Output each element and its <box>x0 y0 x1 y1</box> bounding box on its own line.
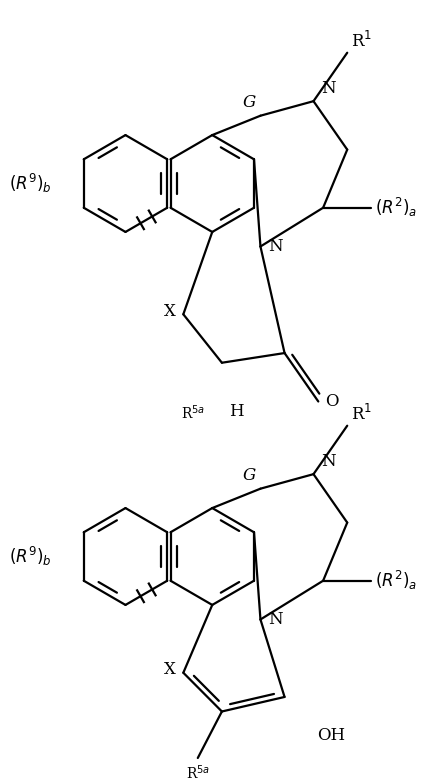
Text: R$^{5a}$: R$^{5a}$ <box>186 763 210 782</box>
Text: $(R^9)_b$: $(R^9)_b$ <box>8 172 51 195</box>
Text: $(R^2)_a$: $(R^2)_a$ <box>375 197 417 219</box>
Text: R$^1$: R$^1$ <box>351 31 372 51</box>
Text: X: X <box>164 662 176 678</box>
Text: H: H <box>229 403 244 420</box>
Text: R$^{5a}$: R$^{5a}$ <box>181 403 205 422</box>
Text: X: X <box>164 303 176 320</box>
Text: O: O <box>325 393 339 410</box>
Text: N: N <box>268 611 283 628</box>
Text: G: G <box>242 94 256 111</box>
Text: N: N <box>321 453 336 471</box>
Text: R$^1$: R$^1$ <box>351 404 372 424</box>
Text: OH: OH <box>318 727 346 744</box>
Text: N: N <box>321 81 336 97</box>
Text: $(R^9)_b$: $(R^9)_b$ <box>8 545 51 568</box>
Text: $(R^2)_a$: $(R^2)_a$ <box>375 569 417 592</box>
Text: G: G <box>242 467 256 484</box>
Text: N: N <box>268 238 283 255</box>
